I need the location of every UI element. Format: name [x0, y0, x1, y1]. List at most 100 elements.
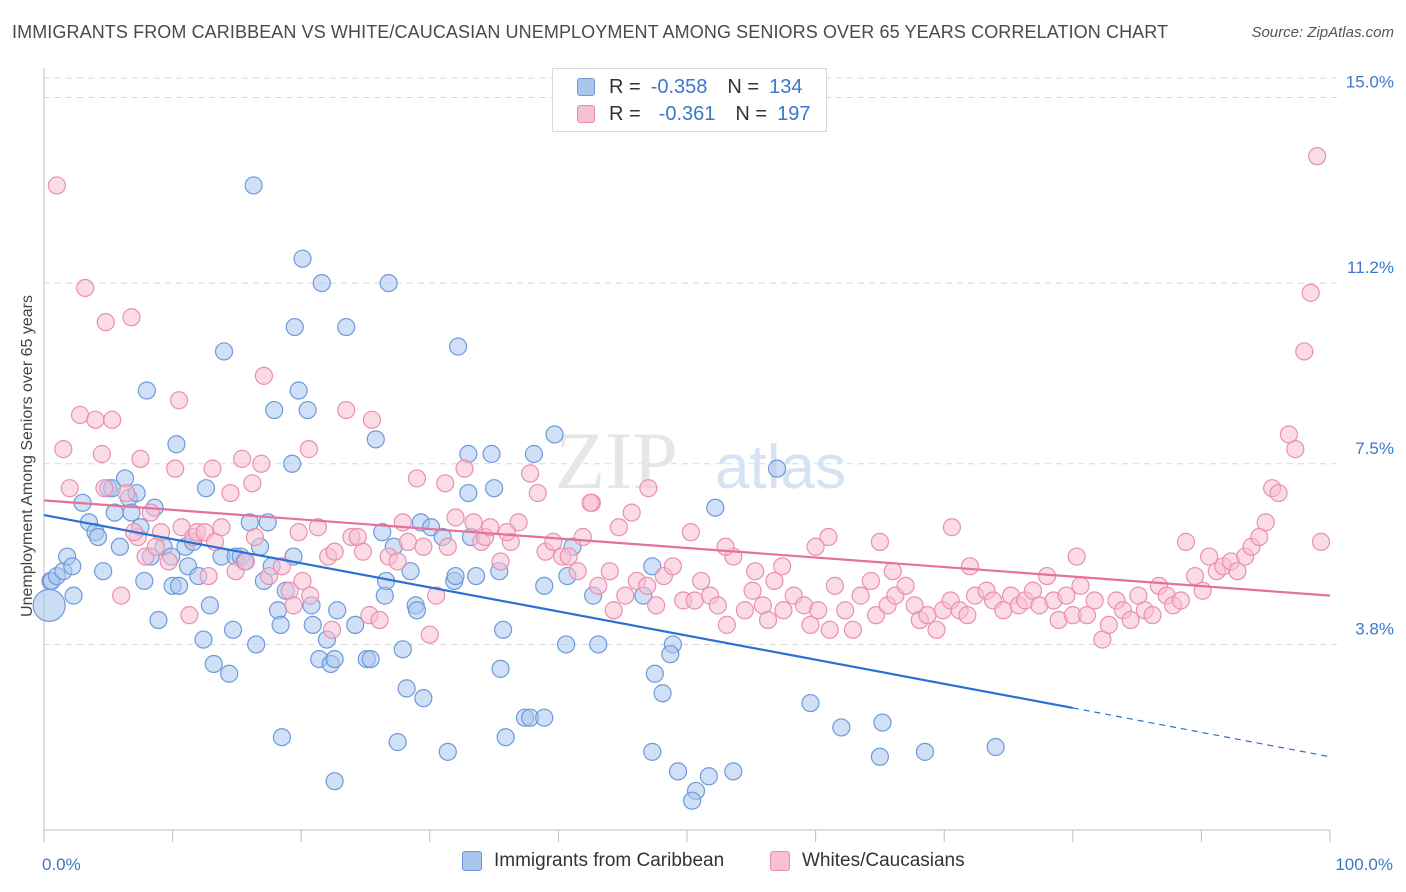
data-point — [1200, 547, 1219, 566]
data-point — [254, 366, 274, 385]
data-point — [252, 454, 271, 473]
data-point — [194, 630, 213, 649]
data-point — [88, 527, 108, 547]
data-point — [122, 308, 141, 327]
data-point — [589, 635, 608, 654]
watermark-zip: ZIP — [555, 415, 678, 506]
data-point — [942, 518, 962, 537]
tick-labels: 3.8% 7.5% 11.2% 15.0% 0.0% 100.0% — [42, 73, 1394, 874]
data-point — [455, 459, 474, 478]
data-point — [604, 601, 623, 620]
data-point — [918, 606, 937, 625]
data-point — [491, 659, 510, 678]
data-point — [414, 537, 433, 556]
data-point — [204, 654, 223, 674]
legend-swatch-caribbean — [577, 78, 595, 96]
data-point — [95, 479, 114, 498]
data-point — [64, 586, 83, 605]
data-point — [289, 381, 308, 400]
trend-lines — [43, 499, 1331, 758]
data-point — [663, 557, 682, 576]
data-point — [393, 640, 412, 659]
data-point — [298, 400, 317, 420]
data-point — [681, 523, 700, 542]
data-point — [446, 508, 465, 527]
data-point — [407, 469, 427, 488]
data-point — [414, 689, 433, 708]
data-point — [169, 576, 189, 595]
data-point — [167, 435, 186, 454]
data-point — [283, 454, 302, 473]
data-point — [388, 733, 407, 752]
data-point — [401, 562, 420, 581]
data-point — [622, 503, 641, 522]
data-point — [285, 317, 304, 337]
data-point — [325, 542, 344, 561]
data-point — [1176, 532, 1196, 551]
data-point — [379, 273, 398, 293]
legend-r-label: R = — [609, 102, 641, 125]
data-point — [361, 649, 380, 669]
legend-swatch-whites — [770, 851, 790, 871]
legend-n-label: N = — [727, 75, 760, 98]
data-point — [247, 635, 266, 654]
data-point — [639, 479, 658, 498]
legend-n-label: N = — [735, 102, 768, 125]
data-point — [141, 503, 160, 522]
data-point — [103, 410, 122, 429]
data-point — [438, 742, 457, 761]
legend-r-label: R = — [609, 75, 641, 98]
data-point — [699, 767, 718, 786]
data-point — [94, 562, 113, 581]
data-point — [92, 444, 111, 464]
y-tick-label: 3.8% — [1355, 619, 1394, 638]
data-point — [609, 518, 628, 537]
trend-line-whites — [43, 499, 1331, 597]
legend-label-whites: Whites/Caucasians — [802, 850, 965, 871]
data-point — [927, 620, 946, 639]
data-point — [706, 498, 725, 517]
data-point — [438, 537, 457, 556]
x-tick-label: 100.0% — [1335, 855, 1393, 874]
y-axis-label: Unemployment Among Seniors over 65 years — [19, 295, 36, 617]
data-point — [220, 664, 239, 683]
data-point — [200, 596, 219, 615]
data-point — [873, 713, 892, 732]
data-point — [448, 337, 468, 356]
data-point — [735, 601, 754, 620]
data-point — [1077, 606, 1097, 625]
data-point — [643, 557, 662, 576]
data-point — [535, 576, 554, 595]
data-point — [149, 610, 168, 630]
watermark: ZIP atlas — [555, 415, 846, 506]
data-point — [544, 532, 563, 551]
legend-item-caribbean: Immigrants from Caribbean — [462, 850, 724, 872]
data-point — [1256, 513, 1275, 532]
data-point — [299, 440, 319, 459]
data-point — [427, 586, 446, 605]
data-point — [159, 552, 178, 571]
data-point — [1067, 547, 1086, 566]
data-point — [600, 562, 619, 581]
data-point — [436, 474, 455, 493]
data-point — [366, 430, 385, 449]
data-point — [559, 547, 578, 566]
chart-title: IMMIGRANTS FROM CARIBBEAN VS WHITE/CAUCA… — [12, 22, 1169, 42]
data-point — [221, 483, 240, 503]
axes — [43, 68, 1331, 842]
data-point — [1085, 591, 1104, 610]
data-point — [398, 532, 418, 551]
data-point — [464, 513, 483, 532]
data-point — [767, 459, 787, 478]
data-point — [568, 562, 587, 581]
data-point — [293, 249, 312, 268]
data-point — [236, 552, 256, 571]
data-point — [459, 483, 478, 503]
data-point — [491, 552, 510, 571]
data-point — [54, 440, 73, 459]
data-point — [1171, 591, 1190, 610]
y-tick-label: 7.5% — [1355, 439, 1394, 458]
data-point — [743, 581, 762, 600]
data-point — [370, 610, 389, 630]
